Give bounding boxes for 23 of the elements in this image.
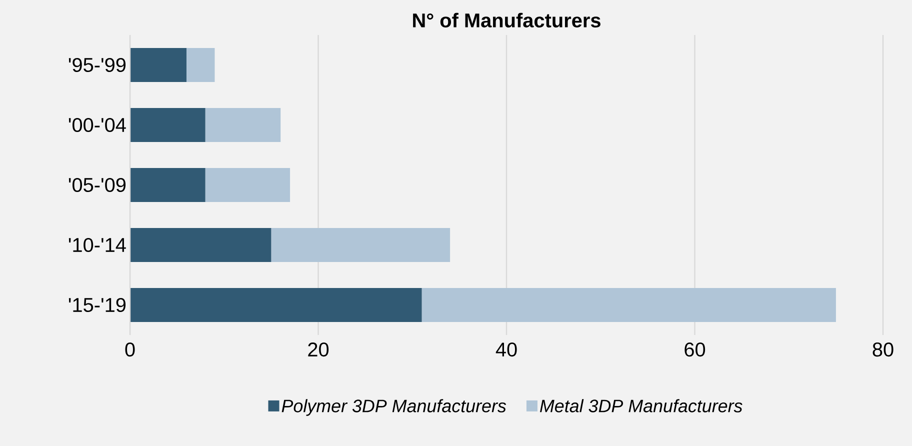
x-tick-label: 60: [684, 342, 706, 357]
y-tick-label: '95-'99: [68, 58, 126, 72]
bar: [130, 228, 272, 262]
bar: [130, 108, 206, 142]
x-tick-label: 0: [125, 342, 135, 357]
bar: [205, 108, 281, 142]
bar: [130, 288, 422, 322]
bar: [205, 168, 290, 202]
bar: [271, 228, 450, 262]
bar: [130, 48, 186, 82]
bar: [186, 48, 215, 82]
x-tick-label: 80: [872, 342, 894, 357]
y-tick-label: '15-'19: [68, 298, 126, 312]
legend-label: Polymer 3DP Manufacturers: [282, 399, 506, 416]
chart-title: N° of Manufacturers: [413, 12, 600, 28]
bar: [422, 288, 836, 322]
legend-label: Metal 3DP Manufacturers: [540, 399, 742, 412]
y-tick-label: '00-'04: [68, 118, 126, 132]
bar: [130, 168, 206, 202]
y-tick-label: '05-'09: [68, 178, 126, 192]
x-tick-label: 20: [308, 342, 329, 357]
x-tick-label: 40: [496, 342, 517, 357]
y-tick-label: '10-'14: [68, 238, 126, 252]
